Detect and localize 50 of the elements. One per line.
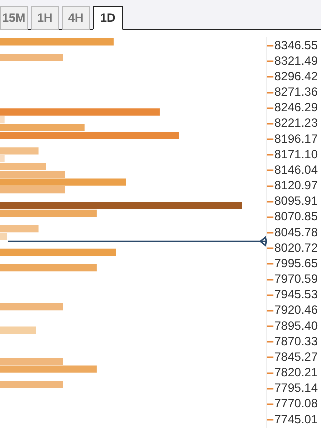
bar bbox=[0, 358, 64, 366]
y-tick-label: 8020.72 bbox=[274, 240, 318, 255]
y-tick-label: 8196.17 bbox=[274, 132, 318, 146]
y-tick-label: 7745.01 bbox=[274, 412, 318, 426]
bar bbox=[0, 186, 66, 194]
bar bbox=[0, 178, 126, 186]
bar bbox=[0, 264, 97, 272]
bar bbox=[0, 226, 39, 233]
y-tick-label: 8146.04 bbox=[274, 162, 318, 177]
y-tick-label: 8120.97 bbox=[274, 178, 318, 193]
text: 1D bbox=[93, 6, 123, 30]
y-tick-label: 8296.42 bbox=[274, 69, 318, 84]
y-tick-label: 8246.29 bbox=[274, 100, 318, 115]
y-tick-label: 8070.85 bbox=[274, 210, 318, 224]
y-tick-label: 7920.46 bbox=[274, 303, 318, 318]
bar bbox=[0, 116, 5, 124]
text: 4H bbox=[62, 6, 90, 30]
text: 1H bbox=[31, 6, 59, 30]
text: 15M bbox=[0, 6, 28, 30]
bar bbox=[0, 124, 85, 132]
y-tick-label: 8221.23 bbox=[274, 116, 318, 130]
bar bbox=[0, 366, 97, 373]
y-tick-label: 8321.49 bbox=[274, 54, 318, 68]
y-tick-label: 7770.08 bbox=[274, 396, 318, 411]
y-tick-label: 8171.10 bbox=[274, 147, 318, 162]
y-tick-label: 7845.27 bbox=[274, 350, 318, 364]
y-tick-label: 7895.40 bbox=[274, 318, 318, 333]
bar bbox=[0, 38, 114, 46]
bar bbox=[0, 233, 8, 240]
y-tick-label: 8095.91 bbox=[274, 194, 318, 208]
bar bbox=[0, 210, 97, 218]
bar bbox=[0, 148, 39, 155]
y-tick-label: 8346.55 bbox=[274, 38, 318, 52]
bar bbox=[0, 202, 242, 210]
y-tick-label: 7970.59 bbox=[274, 272, 318, 286]
y-tick-label: 7995.65 bbox=[274, 256, 318, 270]
bar bbox=[0, 381, 64, 388]
y-tick-label: 8271.36 bbox=[274, 85, 318, 100]
bar bbox=[0, 326, 36, 334]
bar bbox=[0, 303, 64, 311]
bar bbox=[0, 155, 5, 163]
bar bbox=[0, 54, 64, 62]
y-tick-label: 7795.14 bbox=[274, 381, 318, 396]
y-tick-label: 7870.33 bbox=[274, 334, 318, 348]
y-tick-label: 8045.78 bbox=[274, 225, 318, 240]
bar bbox=[0, 108, 160, 116]
y-tick-label: 7945.53 bbox=[274, 288, 318, 302]
bar bbox=[0, 248, 116, 256]
bar bbox=[0, 132, 180, 140]
y-tick-label: 7820.21 bbox=[274, 366, 318, 380]
